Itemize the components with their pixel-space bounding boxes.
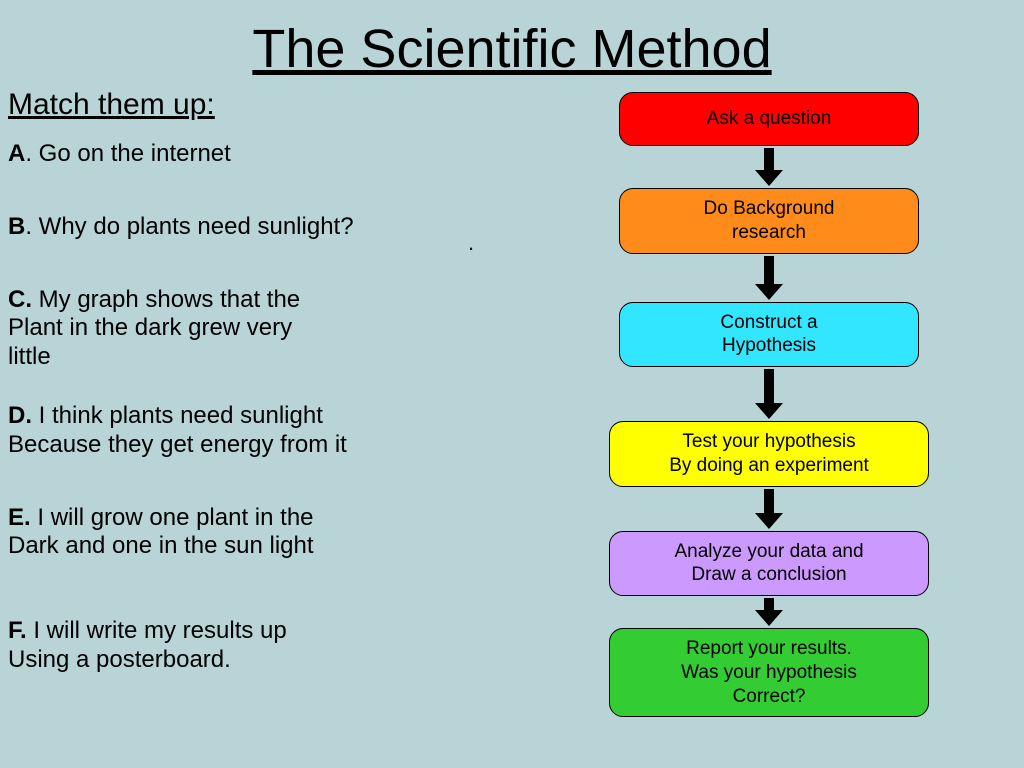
- flow-step: Analyze your data and Draw a conclusion: [609, 531, 929, 597]
- flow-step: Construct a Hypothesis: [619, 302, 919, 368]
- flow-arrow: [755, 256, 783, 300]
- match-item-lead: B: [8, 213, 25, 240]
- match-item: D. I think plants need sunlight Because …: [8, 402, 468, 460]
- match-subtitle: Match them up:: [8, 88, 215, 122]
- match-item-lead: C.: [8, 286, 32, 313]
- match-item: C. My graph shows that the Plant in the …: [8, 286, 468, 372]
- match-item: A. Go on the internet: [8, 140, 468, 169]
- page-title: The Scientific Method: [0, 0, 1024, 80]
- stray-dot: .: [468, 230, 474, 256]
- flowchart: Ask a question Do Background research Cons…: [554, 92, 984, 717]
- flow-step: Report your results. Was your hypothesis…: [609, 628, 929, 717]
- flow-step: Test your hypothesis By doing an experim…: [609, 421, 929, 487]
- match-item-text: My graph shows that the Plant in the dar…: [8, 286, 300, 371]
- match-item-lead: F.: [8, 617, 27, 644]
- flow-arrow: [755, 148, 783, 186]
- match-item-lead: A: [8, 140, 25, 167]
- flow-arrow: [755, 598, 783, 626]
- match-item-lead: E.: [8, 504, 31, 531]
- match-item: E. I will grow one plant in the Dark and…: [8, 504, 468, 562]
- match-item: B. Why do plants need sunlight?: [8, 213, 468, 242]
- flow-step: Do Background research: [619, 188, 919, 254]
- flow-step: Ask a question: [619, 92, 919, 146]
- match-item-text: . Why do plants need sunlight?: [25, 213, 353, 240]
- match-item-text: I will grow one plant in the Dark and on…: [8, 504, 314, 560]
- match-item-text: I will write my results up Using a poste…: [8, 617, 287, 673]
- match-item-text: . Go on the internet: [25, 140, 230, 167]
- match-item: F. I will write my results up Using a po…: [8, 617, 468, 675]
- flow-arrow: [755, 369, 783, 419]
- match-list: A. Go on the internet B. Why do plants ne…: [8, 140, 468, 705]
- match-item-lead: D.: [8, 402, 32, 429]
- match-item-text: I think plants need sunlight Because the…: [8, 402, 347, 458]
- flow-arrow: [755, 489, 783, 529]
